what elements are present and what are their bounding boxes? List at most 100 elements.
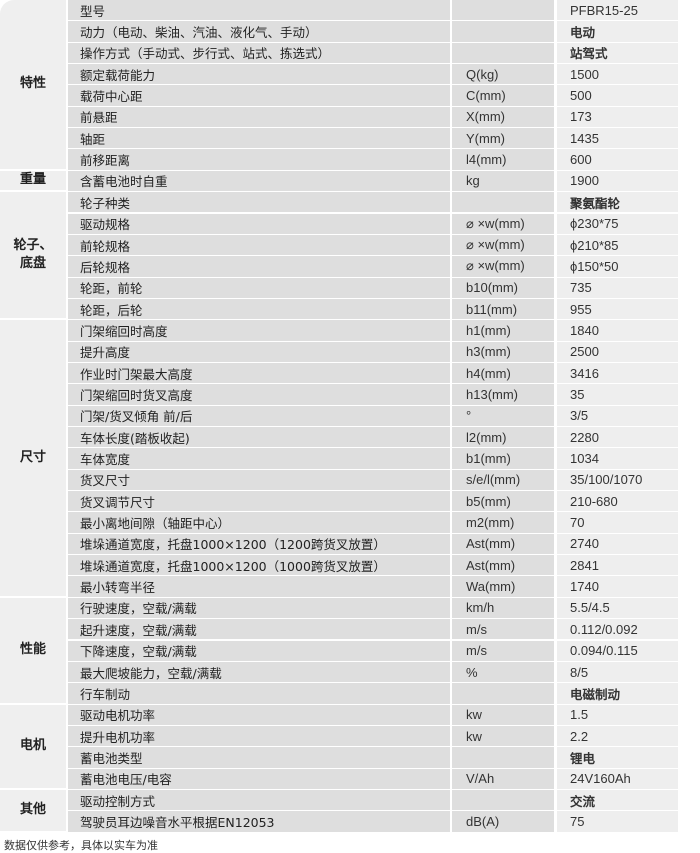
unit-cell: V/Ah bbox=[450, 768, 554, 789]
unit-cell: % bbox=[450, 661, 554, 683]
unit-cell: b11(mm) bbox=[450, 298, 554, 320]
unit-cell: Y(mm) bbox=[450, 128, 554, 149]
table-row: 货叉调节尺寸 b5(mm) 210-680 bbox=[68, 491, 680, 513]
unit-cell: Ast(mm) bbox=[450, 533, 554, 555]
value-cell: 电动 bbox=[554, 21, 678, 42]
unit-cell: kw bbox=[450, 704, 554, 725]
value-cell: 8/5 bbox=[554, 661, 678, 683]
value-cell: 2740 bbox=[554, 533, 678, 555]
unit-cell: X(mm) bbox=[450, 106, 554, 128]
unit-cell: l2(mm) bbox=[450, 427, 554, 448]
spec-cell: 含蓄电池时自重 bbox=[68, 170, 450, 192]
spec-cell: 门架/货叉倾角 前/后 bbox=[68, 405, 450, 426]
spec-cell: 驾驶员耳边噪音水平根据EN12053 bbox=[68, 811, 450, 832]
value-cell: 600 bbox=[554, 149, 678, 170]
unit-cell: h1(mm) bbox=[450, 320, 554, 341]
spec-cell: 驱动控制方式 bbox=[68, 789, 450, 811]
table-row: 型号 PFBR15-25 bbox=[68, 0, 680, 22]
table-row: 轴距 Y(mm) 1435 bbox=[68, 128, 680, 150]
group-label: 其他 bbox=[0, 789, 66, 833]
spec-cell: 后轮规格 bbox=[68, 256, 450, 277]
spec-cell: 最小离地间隙（轴距中心） bbox=[68, 512, 450, 533]
value-cell: 735 bbox=[554, 277, 678, 298]
table-row: 前移距离 l4(mm) 600 bbox=[68, 149, 680, 171]
table-row: 起升速度，空载/满载 m/s 0.112/0.092 bbox=[68, 619, 680, 641]
table-row: 前轮规格 ⌀ ×w(mm) ϕ210*85 bbox=[68, 234, 680, 257]
group-label: 重量 bbox=[0, 170, 66, 193]
table-row: 最大爬坡能力，空载/满载% 8/5 bbox=[68, 661, 680, 684]
unit-cell: kw bbox=[450, 725, 554, 747]
unit-cell: h13(mm) bbox=[450, 384, 554, 405]
table-row: 下降速度，空载/满载 m/s 0.094/0.115 bbox=[68, 640, 680, 662]
spec-cell: 提升电机功率 bbox=[68, 725, 450, 747]
table-row: 动力（电动、柴油、汽油、液化气、手动） 电动 bbox=[68, 21, 680, 43]
value-cell: 1.5 bbox=[554, 704, 678, 725]
table-row: 门架缩回时高度 h1(mm) 1840 bbox=[68, 320, 680, 342]
spec-cell: 起升速度，空载/满载 bbox=[68, 619, 450, 640]
unit-cell: m2(mm) bbox=[450, 512, 554, 533]
table-row: 轮距，前轮 b10(mm) 735 bbox=[68, 277, 680, 299]
value-cell: 2.2 bbox=[554, 725, 678, 747]
unit-cell: m/s bbox=[450, 619, 554, 640]
value-cell: 24V160Ah bbox=[554, 768, 678, 789]
value-cell: 1034 bbox=[554, 448, 678, 469]
unit-cell: h4(mm) bbox=[450, 362, 554, 384]
unit-cell bbox=[450, 192, 554, 213]
table-row: 提升高度 h3(mm) 2500 bbox=[68, 341, 680, 363]
value-cell: 1840 bbox=[554, 320, 678, 341]
spec-cell: 轮子种类 bbox=[68, 192, 450, 213]
unit-cell: Q(kg) bbox=[450, 64, 554, 85]
value-cell: 2280 bbox=[554, 427, 678, 448]
table-row: 最小离地间隙（轴距中心） m2(mm) 70 bbox=[68, 512, 680, 534]
spec-cell: 轮距，前轮 bbox=[68, 277, 450, 298]
value-cell: 35 bbox=[554, 384, 678, 405]
unit-cell: h3(mm) bbox=[450, 341, 554, 362]
table-row: 门架缩回时货叉高度 h13(mm) 35 bbox=[68, 384, 680, 406]
table-row: 堆垛通道宽度，托盘1000×1200（1000跨货叉放置） Ast(mm) 2841 bbox=[68, 555, 680, 577]
spec-cell: 蓄电池电压/电容 bbox=[68, 768, 450, 789]
group-label: 轮子、 底盘 bbox=[0, 192, 66, 321]
value-cell: 交流 bbox=[554, 789, 678, 811]
spec-cell: 前移距离 bbox=[68, 149, 450, 170]
unit-cell: ⌀ ×w(mm) bbox=[450, 256, 554, 277]
spec-cell: 最大爬坡能力，空载/满载 bbox=[68, 661, 450, 683]
unit-cell: ⌀ ×w(mm) bbox=[450, 234, 554, 256]
table-row: 行车制动 电磁制动 bbox=[68, 683, 680, 705]
table-row: 车体宽度 b1(mm) 1034 bbox=[68, 448, 680, 470]
unit-cell bbox=[450, 747, 554, 768]
value-cell: 70 bbox=[554, 512, 678, 533]
value-cell: 1435 bbox=[554, 128, 678, 149]
spec-cell: 驱动规格 bbox=[68, 213, 450, 234]
table-row: 门架/货叉倾角 前/后 ° 3/5 bbox=[68, 405, 680, 427]
table-row: 行驶速度，空载/满载 km/h 5.5/4.5 bbox=[68, 597, 680, 620]
spec-table: 特性 型号 PFBR15-25 动力（电动、柴油、汽油、液化气、手动） 电动 操作方式（手… bbox=[0, 0, 680, 833]
value-cell: 5.5/4.5 bbox=[554, 597, 678, 619]
unit-cell bbox=[450, 42, 554, 64]
spec-cell: 车体长度(踏板收起) bbox=[68, 427, 450, 448]
value-cell: 500 bbox=[554, 85, 678, 106]
spec-cell: 门架缩回时高度 bbox=[68, 320, 450, 341]
spec-cell: 货叉调节尺寸 bbox=[68, 491, 450, 512]
value-cell: ϕ150*50 bbox=[554, 256, 678, 277]
table-row: 蓄电池电压/电容 V/Ah 24V160Ah bbox=[68, 768, 680, 790]
spec-cell: 动力（电动、柴油、汽油、液化气、手动） bbox=[68, 21, 450, 42]
value-cell: 955 bbox=[554, 298, 678, 320]
table-row: 货叉尺寸 s/e/l(mm) 35/100/1070 bbox=[68, 469, 680, 492]
unit-cell bbox=[450, 789, 554, 811]
unit-cell: dB(A) bbox=[450, 811, 554, 832]
table-row: 前悬距 X(mm) 173 bbox=[68, 106, 680, 129]
spec-cell: 作业时门架最大高度 bbox=[68, 362, 450, 384]
spec-cell: 蓄电池类型 bbox=[68, 747, 450, 768]
unit-cell: b1(mm) bbox=[450, 448, 554, 469]
value-cell: 3416 bbox=[554, 362, 678, 384]
table-row: 作业时门架最大高度 h4(mm) 3416 bbox=[68, 362, 680, 385]
spec-cell: 前悬距 bbox=[68, 106, 450, 128]
value-cell: 210-680 bbox=[554, 491, 678, 512]
spec-cell: 型号 bbox=[68, 0, 450, 21]
unit-cell bbox=[450, 683, 554, 704]
value-cell: ϕ230*75 bbox=[554, 213, 678, 234]
value-cell: 75 bbox=[554, 811, 678, 832]
value-cell: 0.112/0.092 bbox=[554, 619, 678, 640]
unit-cell: m/s bbox=[450, 640, 554, 661]
unit-cell: kg bbox=[450, 170, 554, 192]
